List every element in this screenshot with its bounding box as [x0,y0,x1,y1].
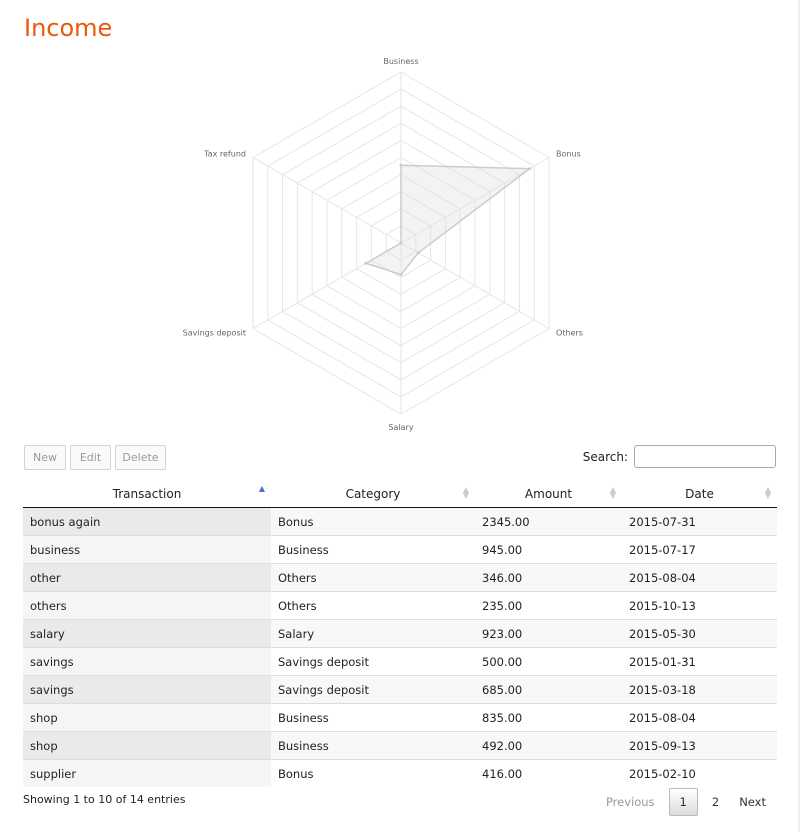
table-cell-amount: 235.00 [475,591,622,620]
table-cell-date: 2015-10-13 [622,591,777,620]
radar-data-point [528,167,532,171]
radar-axis-label: Savings deposit [183,329,246,338]
table-row[interactable]: bonus again Bonus 2345.00 2015-07-31 [23,507,777,536]
radar-axis-line [400,157,550,244]
search-box: Search: [583,445,776,468]
table-cell-date: 2015-01-31 [622,647,777,676]
table-row[interactable]: business Business 945.00 2015-07-17 [23,535,777,564]
table-cell-transaction: supplier [23,759,271,787]
table-cell-category: Others [271,591,475,620]
sort-both-icon: ▲ ▼ [764,485,771,500]
table-cell-category: Business [271,535,475,564]
delete-button[interactable]: Delete [115,445,166,470]
table-cell-category: Savings deposit [271,675,475,704]
page-button-2[interactable]: 2 [711,795,720,809]
table-cell-transaction: other [23,563,271,592]
table-cell-date: 2015-08-04 [622,703,777,732]
table-cell-amount: 2345.00 [475,507,622,536]
table-cell-date: 2015-07-17 [622,535,777,564]
pagination: Previous 1 2 Next [596,788,776,816]
table-cell-amount: 346.00 [475,563,622,592]
table-cell-date: 2015-08-04 [622,563,777,592]
radar-axis-line [252,157,402,244]
table-cell-transaction: salary [23,619,271,648]
table-cell-transaction: bonus again [23,507,271,536]
table-row[interactable]: shop Business 492.00 2015-09-13 [23,731,777,760]
table-cell-category: Savings deposit [271,647,475,676]
table-cell-category: Bonus [271,507,475,536]
radar-data-point [399,241,403,245]
page-button-1[interactable]: 1 [668,788,698,816]
next-page-button[interactable]: Next [739,795,766,809]
table-header-row: Transaction ▲ Category ▲ ▼ Amount ▲ ▼ Date… [23,480,777,508]
radar-data-point [399,163,403,167]
table-cell-category: Salary [271,619,475,648]
radar-chart: Business Bonus Others Salary Savings deposit… [0,58,800,443]
column-header-label: Amount [524,486,573,501]
table-row[interactable]: salary Salary 923.00 2015-05-30 [23,619,777,648]
table-row[interactable]: shop Business 835.00 2015-08-04 [23,703,777,732]
sort-both-icon: ▲ ▼ [462,485,469,500]
radar-chart-svg: Business Bonus Others Salary Savings deposit… [183,58,583,432]
column-header-amount[interactable]: Amount ▲ ▼ [475,480,622,508]
column-header-category[interactable]: Category ▲ ▼ [271,480,475,508]
radar-axis-label: Salary [388,423,413,432]
column-header-transaction[interactable]: Transaction ▲ [23,480,271,508]
table-cell-amount: 685.00 [475,675,622,704]
table-row[interactable]: others Others 235.00 2015-10-13 [23,591,777,620]
table-row[interactable]: supplier Bonus 416.00 2015-02-10 [23,759,777,787]
table-cell-date: 2015-07-31 [622,507,777,536]
table-row[interactable]: savings Savings deposit 685.00 2015-03-18 [23,675,777,704]
column-header-label: Date [685,486,714,501]
scrollbar-track [798,0,800,832]
table-body: bonus again Bonus 2345.00 2015-07-31 busines… [23,507,777,787]
radar-axis-label: Bonus [556,150,581,159]
sort-both-icon: ▲ ▼ [609,485,616,500]
radar-axis-label: Others [556,329,583,338]
table-cell-amount: 835.00 [475,703,622,732]
radar-axis-label: Tax refund [203,150,246,159]
radar-data-point [416,251,420,255]
table-cell-amount: 416.00 [475,759,622,787]
table-cell-category: Others [271,563,475,592]
table-cell-amount: 923.00 [475,619,622,648]
previous-page-button[interactable]: Previous [605,795,655,809]
radar-data-point [399,273,403,277]
table-toolbar: New Edit Delete [24,445,166,470]
transactions-table: Transaction ▲ Category ▲ ▼ Amount ▲ ▼ Date… [23,480,777,787]
table-cell-transaction: shop [23,731,271,760]
table-cell-amount: 500.00 [475,647,622,676]
table-cell-transaction: savings [23,675,271,704]
column-header-label: Category [345,486,401,501]
radar-axis-line [400,242,550,329]
column-header-label: Transaction [112,486,182,501]
table-cell-transaction: savings [23,647,271,676]
table-cell-date: 2015-03-18 [622,675,777,704]
edit-button[interactable]: Edit [70,445,111,470]
table-cell-date: 2015-02-10 [622,759,777,787]
table-cell-date: 2015-09-13 [622,731,777,760]
search-input[interactable] [634,445,776,468]
sort-ascending-icon: ▲ [258,484,265,493]
column-header-date[interactable]: Date ▲ ▼ [622,480,777,508]
table-cell-amount: 492.00 [475,731,622,760]
table-cell-category: Business [271,703,475,732]
table-cell-date: 2015-05-30 [622,619,777,648]
radar-axis-label: Business [383,58,418,66]
new-button[interactable]: New [24,445,66,470]
table-cell-category: Bonus [271,759,475,787]
table-cell-transaction: shop [23,703,271,732]
table-cell-amount: 945.00 [475,535,622,564]
radar-data-point [364,261,368,265]
page-title: Income [24,14,113,42]
table-cell-category: Business [271,731,475,760]
table-cell-transaction: business [23,535,271,564]
table-row[interactable]: savings Savings deposit 500.00 2015-01-31 [23,647,777,676]
search-label: Search: [582,449,628,464]
table-info: Showing 1 to 10 of 14 entries [23,793,186,806]
table-cell-transaction: others [23,591,271,620]
table-row[interactable]: other Others 346.00 2015-08-04 [23,563,777,592]
